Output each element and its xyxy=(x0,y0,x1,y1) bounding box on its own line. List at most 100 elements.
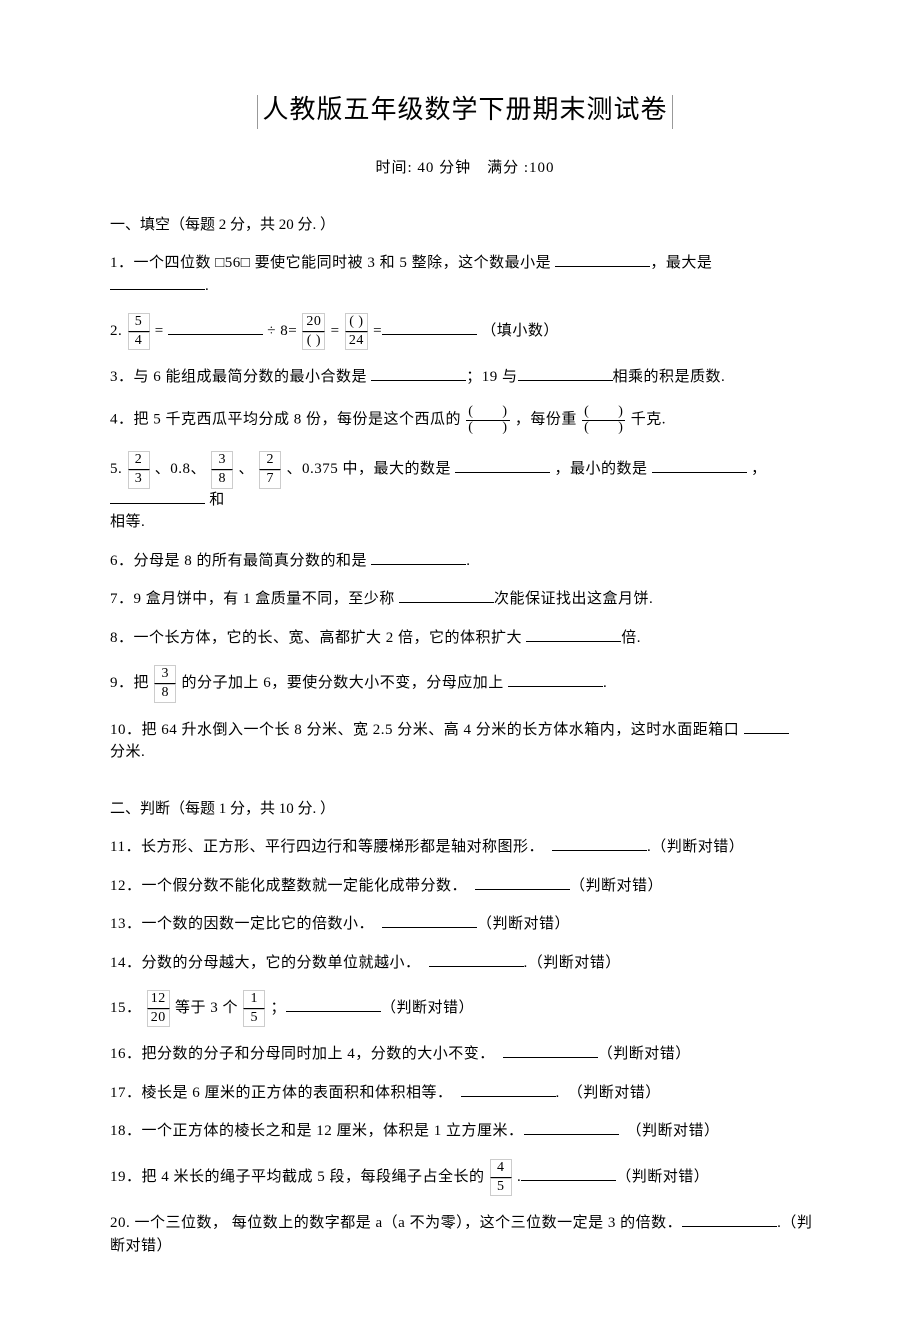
section-1: 一、填空（每题 2 分，共 20 分. ） xyxy=(110,214,820,237)
q15-text-a: 15． xyxy=(110,1000,142,1016)
q14-text-a: 14．分数的分母越大，它的分数单位就越小． xyxy=(110,955,413,971)
q18-text-b: （判断对错） xyxy=(619,1123,720,1139)
q19-text-c: （判断对错） xyxy=(616,1169,709,1185)
q4-text-c: 千克. xyxy=(631,412,666,428)
q13: 13．一个数的因数一定比它的倍数小． （判断对错） xyxy=(110,913,820,936)
q18: 18．一个正方体的棱长之和是 12 厘米，体积是 1 立方厘米． （判断对错） xyxy=(110,1120,820,1143)
q14-text-b: .（判断对错） xyxy=(524,955,621,971)
q16-text-b: （判断对错） xyxy=(598,1046,691,1062)
q2-text-b: = xyxy=(155,323,168,339)
q1-text-b: ，最大是 xyxy=(650,255,712,271)
q9-text-c: . xyxy=(603,675,607,691)
q12-text-a: 12．一个假分数不能化成整数就一定能化成带分数． xyxy=(110,878,460,894)
blank[interactable] xyxy=(682,1212,777,1227)
q2-text-d: = xyxy=(331,323,340,339)
blank[interactable] xyxy=(475,875,570,890)
q2-text-e: = xyxy=(373,323,382,339)
blank[interactable] xyxy=(110,275,205,290)
fraction-3-8: 38 xyxy=(211,451,233,488)
q6-text-a: 6．分母是 8 的所有最简真分数的和是 xyxy=(110,553,371,569)
q5-text-b: 、0.8、 xyxy=(155,461,206,477)
q4: 4．把 5 千克西瓜平均分成 8 份，每份是这个西瓜的 ( )( ) ，每份重 … xyxy=(110,405,820,435)
q9: 9．把 38 的分子加上 6，要使分数大小不变，分母应加上 . xyxy=(110,665,820,702)
blank[interactable] xyxy=(382,913,477,928)
fraction-1-5: 15 xyxy=(243,990,265,1027)
q10: 10．把 64 升水倒入一个长 8 分米、宽 2.5 分米、高 4 分米的长方体… xyxy=(110,719,820,764)
q13-text-a: 13．一个数的因数一定比它的倍数小． xyxy=(110,916,367,932)
q2-text-f: （填小数） xyxy=(481,323,559,339)
q14: 14．分数的分母越大，它的分数单位就越小． .（判断对错） xyxy=(110,952,820,975)
q9-text-b: 的分子加上 6，要使分数大小不变，分母应加上 xyxy=(182,675,509,691)
q20-text-a: 20. 一个三位数， 每位数上的数字都是 a（a 不为零），这个三位数一定是 3… xyxy=(110,1215,682,1231)
blank[interactable] xyxy=(524,1120,619,1135)
blank[interactable] xyxy=(555,252,650,267)
blank[interactable] xyxy=(382,320,477,335)
blank[interactable] xyxy=(652,458,747,473)
q19: 19．把 4 米长的绳子平均截成 5 段，每段绳子占全长的 45 .（判断对错） xyxy=(110,1159,820,1196)
q7: 7．9 盒月饼中，有 1 盒质量不同，至少称 次能保证找出这盒月饼. xyxy=(110,588,820,611)
q5-text-e: ，最小的数是 xyxy=(555,461,652,477)
fraction-12-20: 1220 xyxy=(147,990,170,1027)
page-title: 人教版五年级数学下册期末测试卷 xyxy=(110,90,820,129)
q5-text-a: 5. xyxy=(110,461,127,477)
q17-text-a: 17．棱长是 6 厘米的正方体的表面积和体积相等． xyxy=(110,1085,445,1101)
q15-text-d: （判断对错） xyxy=(381,1000,474,1016)
fraction-4-5: 45 xyxy=(490,1159,512,1196)
blank[interactable] xyxy=(521,1166,616,1181)
q1: 1．一个四位数 □56□ 要使它能同时被 3 和 5 整除，这个数最小是 ，最大… xyxy=(110,252,820,297)
fraction-paren: ( )( ) xyxy=(582,405,625,435)
q5-text-g: 和 xyxy=(209,492,225,508)
blank[interactable] xyxy=(455,458,550,473)
q19-text-a: 19．把 4 米长的绳子平均截成 5 段，每段绳子占全长的 xyxy=(110,1169,489,1185)
blank[interactable] xyxy=(399,588,494,603)
blank[interactable] xyxy=(744,719,789,734)
section-2: 二、判断（每题 1 分，共 10 分. ） xyxy=(110,798,820,821)
fraction-5-4: 54 xyxy=(128,313,150,350)
q8: 8．一个长方体，它的长、宽、高都扩大 2 倍，它的体积扩大 倍. xyxy=(110,627,820,650)
subtitle: 时间: 40 分钟 满分 :100 xyxy=(110,157,820,180)
blank[interactable] xyxy=(286,997,381,1012)
q11-text-b: .（判断对错） xyxy=(647,839,744,855)
q7-text-b: 次能保证找出这盒月饼. xyxy=(494,591,653,607)
q3-text-b: ；19 与 xyxy=(466,369,517,385)
blank[interactable] xyxy=(461,1082,556,1097)
q15-text-c: ； xyxy=(271,1000,287,1016)
q10-text-a: 10．把 64 升水倒入一个长 8 分米、宽 2.5 分米、高 4 分米的长方体… xyxy=(110,722,744,738)
blank[interactable] xyxy=(429,952,524,967)
q17-text-b: . （判断对错） xyxy=(556,1085,661,1101)
q1-text-c: . xyxy=(205,278,209,294)
q4-text-a: 4．把 5 千克西瓜平均分成 8 份，每份是这个西瓜的 xyxy=(110,412,465,428)
q15: 15． 1220 等于 3 个 15 ； （判断对错） xyxy=(110,990,820,1027)
fraction-2-3: 23 xyxy=(128,451,150,488)
q12: 12．一个假分数不能化成整数就一定能化成带分数． （判断对错） xyxy=(110,875,820,898)
q3: 3．与 6 能组成最简分数的最小合数是 ；19 与 相乘的积是质数. xyxy=(110,366,820,389)
blank[interactable] xyxy=(371,550,466,565)
q5-text-d: 、0.375 中，最大的数是 xyxy=(287,461,456,477)
q12-text-b: （判断对错） xyxy=(570,878,663,894)
q3-text-c: 相乘的积是质数. xyxy=(613,369,726,385)
blank[interactable] xyxy=(503,1043,598,1058)
fraction-paren: ( )( ) xyxy=(466,405,509,435)
blank[interactable] xyxy=(518,366,613,381)
blank[interactable] xyxy=(168,320,263,335)
q13-text-b: （判断对错） xyxy=(477,916,570,932)
q20: 20. 一个三位数， 每位数上的数字都是 a（a 不为零），这个三位数一定是 3… xyxy=(110,1212,820,1257)
q16-text-a: 16．把分数的分子和分母同时加上 4，分数的大小不变． xyxy=(110,1046,487,1062)
blank[interactable] xyxy=(526,627,621,642)
q15-text-b: 等于 3 个 xyxy=(175,1000,238,1016)
q6: 6．分母是 8 的所有最简真分数的和是 . xyxy=(110,550,820,573)
blank[interactable] xyxy=(371,366,466,381)
blank[interactable] xyxy=(552,836,647,851)
fraction-blank-24: ( )24 xyxy=(345,313,368,350)
blank[interactable] xyxy=(508,672,603,687)
q10-text-b: 分米. xyxy=(110,744,145,760)
q7-text-a: 7．9 盒月饼中，有 1 盒质量不同，至少称 xyxy=(110,591,399,607)
q17: 17．棱长是 6 厘米的正方体的表面积和体积相等． . （判断对错） xyxy=(110,1082,820,1105)
q5-text-f: ， xyxy=(751,461,767,477)
q3-text-a: 3．与 6 能组成最简分数的最小合数是 xyxy=(110,369,371,385)
q6-text-b: . xyxy=(466,553,470,569)
q4-text-b: ，每份重 xyxy=(515,412,577,428)
blank[interactable] xyxy=(110,489,205,504)
q18-text-a: 18．一个正方体的棱长之和是 12 厘米，体积是 1 立方厘米． xyxy=(110,1123,524,1139)
q5-text-c: 、 xyxy=(239,461,255,477)
